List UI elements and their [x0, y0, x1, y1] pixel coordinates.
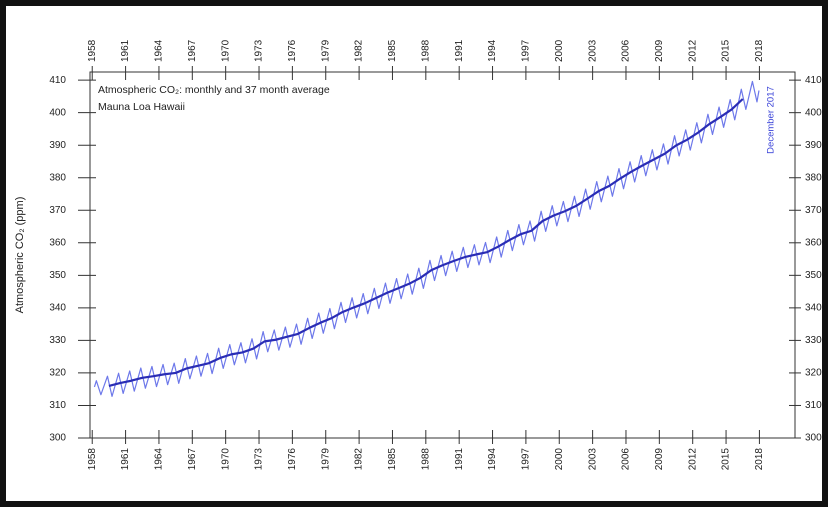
- x-tick-label: 1988: [420, 448, 431, 471]
- x-tick-label: 1991: [454, 448, 465, 471]
- x-top-tick-label: 1958: [87, 39, 98, 62]
- y2-tick-label: 390: [805, 140, 822, 151]
- y-tick-label: 410: [49, 75, 66, 86]
- x-top-tick-label: 1979: [320, 39, 331, 62]
- x-tick-label: 1958: [87, 448, 98, 471]
- y-axis-label: Atmospheric CO₂ (ppm): [14, 197, 26, 314]
- y2-tick-label: 300: [805, 433, 822, 444]
- x-top-tick-label: 2018: [754, 39, 765, 62]
- x-top-tick-label: 1967: [187, 39, 198, 62]
- x-top-tick-label: 2000: [554, 39, 565, 62]
- x-top-tick-label: 2006: [621, 39, 632, 62]
- y-tick-label: 300: [49, 433, 66, 444]
- y-tick-label: 400: [49, 107, 66, 118]
- annotation: December 2017: [766, 86, 777, 154]
- y2-tick-label: 370: [805, 205, 822, 216]
- y2-tick-label: 350: [805, 270, 822, 281]
- x-tick-label: 2015: [721, 448, 732, 471]
- x-tick-label: 1994: [487, 448, 498, 471]
- x-top-tick-label: 1994: [487, 39, 498, 62]
- x-tick-label: 1970: [220, 448, 231, 471]
- plot-area: [89, 71, 796, 439]
- x-top-tick-label: 1961: [120, 39, 131, 62]
- y2-tick-label: 380: [805, 172, 822, 183]
- x-tick-label: 1961: [120, 448, 131, 471]
- x-tick-label: 1964: [154, 448, 165, 471]
- y-tick-label: 340: [49, 303, 66, 314]
- x-tick-label: 2003: [587, 448, 598, 471]
- y-tick-label: 310: [49, 400, 66, 411]
- x-top-tick-label: 2012: [687, 39, 698, 62]
- y2-tick-label: 310: [805, 400, 822, 411]
- x-tick-label: 2000: [554, 448, 565, 471]
- chart-subtitle: Mauna Loa Hawaii: [98, 101, 185, 113]
- x-top-tick-label: 2003: [587, 39, 598, 62]
- x-tick-label: 1967: [187, 448, 198, 471]
- x-top-tick-label: 1982: [354, 39, 365, 62]
- y2-tick-label: 410: [805, 75, 822, 86]
- y-tick-label: 350: [49, 270, 66, 281]
- x-top-tick-label: 1985: [387, 39, 398, 62]
- x-tick-label: 1979: [320, 448, 331, 471]
- y-tick-label: 390: [49, 140, 66, 151]
- x-top-tick-label: 2009: [654, 39, 665, 62]
- x-tick-label: 1982: [354, 448, 365, 471]
- x-top-tick-label: 1964: [154, 39, 165, 62]
- x-tick-label: 1997: [521, 448, 532, 471]
- x-tick-label: 1985: [387, 448, 398, 471]
- y2-tick-label: 320: [805, 368, 822, 379]
- y2-tick-label: 400: [805, 107, 822, 118]
- y-tick-label: 360: [49, 237, 66, 248]
- chart-title: Atmospheric CO₂: monthly and 37 month av…: [98, 84, 330, 96]
- x-top-tick-label: 1976: [287, 39, 298, 62]
- x-tick-label: 2012: [687, 448, 698, 471]
- y-tick-label: 370: [49, 205, 66, 216]
- x-tick-label: 1976: [287, 448, 298, 471]
- x-top-tick-label: 2015: [721, 39, 732, 62]
- y-tick-label: 380: [49, 172, 66, 183]
- y-tick-label: 320: [49, 368, 66, 379]
- x-tick-label: 2018: [754, 448, 765, 471]
- y2-tick-label: 330: [805, 335, 822, 346]
- x-tick-label: 2006: [621, 448, 632, 471]
- x-top-tick-label: 1973: [254, 39, 265, 62]
- x-top-tick-label: 1970: [220, 39, 231, 62]
- average-line: [108, 98, 744, 388]
- x-top-tick-label: 1988: [420, 39, 431, 62]
- x-top-tick-label: 1991: [454, 39, 465, 62]
- x-tick-label: 1973: [254, 448, 265, 471]
- y2-tick-label: 360: [805, 237, 822, 248]
- y2-tick-label: 340: [805, 303, 822, 314]
- x-tick-label: 2009: [654, 448, 665, 471]
- y-tick-label: 330: [49, 335, 66, 346]
- x-top-tick-label: 1997: [521, 39, 532, 62]
